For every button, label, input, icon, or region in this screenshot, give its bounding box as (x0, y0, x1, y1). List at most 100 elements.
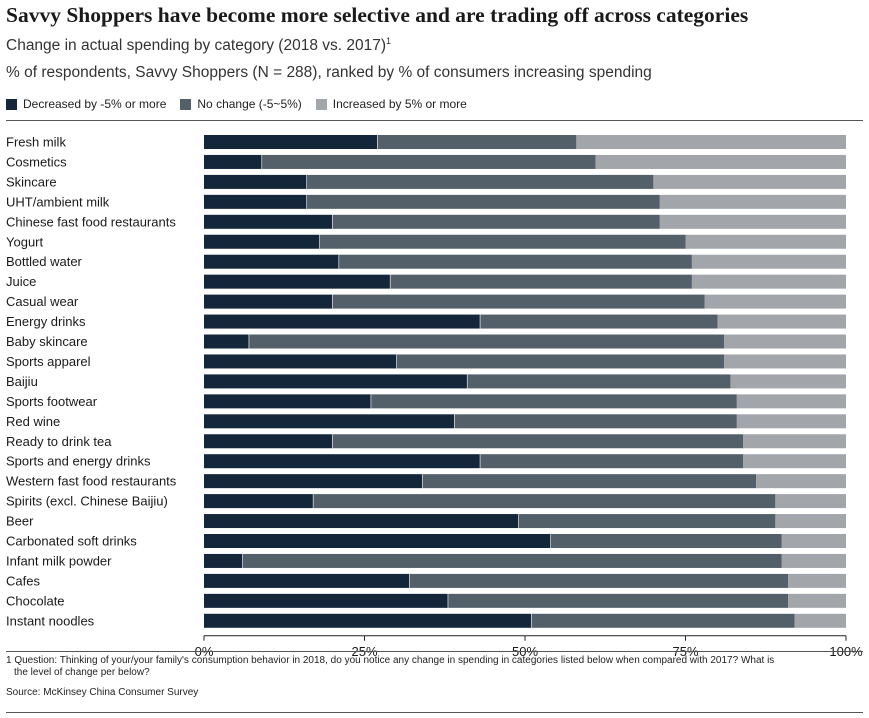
chart-subtitle-detail: % of respondents, Savvy Shoppers (N = 28… (6, 64, 652, 81)
bar-segment-red-wine-no-change (454, 414, 737, 429)
x-tick-label: 0% (195, 644, 214, 656)
bar-segment-beer-increased (775, 514, 846, 529)
bar-segment-instant-noodles-no-change (531, 613, 795, 628)
source-note: Source: McKinsey China Consumer Survey (6, 687, 199, 698)
bar-segment-instant-noodles-increased (794, 613, 846, 628)
bar-segment-western-fast-food-restaurants-decreased (204, 474, 423, 489)
bar-segment-bottled-water-increased (691, 254, 846, 269)
category-label-sports-and-energy-drinks: Sports and energy drinks (6, 454, 151, 469)
x-tick-label: 75% (672, 644, 698, 656)
bar-segment-skincare-increased (653, 174, 846, 189)
category-label-skincare: Skincare (6, 174, 57, 189)
category-label-carbonated-soft-drinks: Carbonated soft drinks (6, 534, 137, 549)
category-label-red-wine: Red wine (6, 414, 60, 429)
legend-label-no-change: No change (-5~5%) (197, 97, 302, 111)
bar-segment-carbonated-soft-drinks-increased (781, 534, 846, 548)
category-label-instant-noodles: Instant noodles (6, 613, 95, 628)
footnote: 1 Question: Thinking of your/your family… (6, 655, 841, 679)
category-label-chocolate: Chocolate (6, 593, 65, 608)
bar-segment-sports-and-energy-drinks-decreased (204, 454, 481, 469)
category-label-uht-ambient-milk: UHT/ambient milk (6, 194, 110, 209)
bar-segment-carbonated-soft-drinks-decreased (204, 534, 551, 548)
bar-segment-energy-drinks-decreased (204, 314, 481, 329)
category-label-ready-to-drink-tea: Ready to drink tea (6, 434, 112, 449)
bar-segment-cafes-increased (788, 573, 846, 588)
category-label-yogurt: Yogurt (6, 234, 43, 249)
bar-segment-casual-wear-increased (704, 294, 846, 309)
category-label-spirits-excl-chinese-baijiu: Spirits (excl. Chinese Baijiu) (6, 494, 168, 509)
bar-segment-infant-milk-powder-increased (781, 553, 846, 568)
category-label-energy-drinks: Energy drinks (6, 314, 86, 329)
legend-label-increased: Increased by 5% or more (332, 97, 467, 111)
bar-segment-sports-apparel-increased (724, 354, 846, 369)
bar-segment-cosmetics-no-change (261, 154, 596, 169)
bar-segment-fresh-milk-increased (576, 135, 846, 149)
chart-title: Savvy Shoppers have become more selectiv… (6, 3, 749, 27)
legend-divider (6, 120, 863, 121)
bar-segment-sports-apparel-decreased (204, 354, 397, 369)
legend-item-no-change: No change (-5~5%) (180, 97, 302, 111)
x-tick-label: 25% (351, 644, 377, 656)
category-label-baijiu: Baijiu (6, 374, 38, 389)
x-tick-label: 50% (512, 644, 538, 656)
bar-segment-energy-drinks-no-change (480, 314, 718, 329)
bar-segment-sports-footwear-decreased (204, 394, 371, 409)
bar-segment-baijiu-decreased (204, 374, 468, 389)
bar-segment-fresh-milk-no-change (377, 135, 577, 149)
bar-segment-bottled-water-decreased (204, 254, 339, 269)
bar-segment-chinese-fast-food-restaurants-no-change (332, 214, 660, 229)
bar-segment-carbonated-soft-drinks-no-change (550, 534, 782, 548)
category-label-sports-apparel: Sports apparel (6, 354, 91, 369)
bar-segment-yogurt-increased (685, 234, 846, 249)
bar-segment-chocolate-no-change (447, 593, 789, 608)
bar-segment-uht-ambient-milk-no-change (306, 194, 660, 209)
bar-segment-cafes-decreased (204, 573, 410, 588)
bar-segment-baijiu-no-change (467, 374, 731, 389)
bar-segment-fresh-milk-decreased (204, 135, 378, 149)
footnote-line-2: the level of change per below? (14, 667, 150, 678)
bar-segment-cosmetics-increased (595, 154, 846, 169)
bar-segment-beer-decreased (204, 514, 519, 529)
bar-segment-casual-wear-no-change (332, 294, 705, 309)
bar-segment-spirits-excl-chinese-baijiu-increased (775, 494, 846, 509)
bar-segment-spirits-excl-chinese-baijiu-decreased (204, 494, 314, 509)
bar-segment-baby-skincare-decreased (204, 334, 249, 349)
bar-segment-baby-skincare-increased (724, 334, 846, 349)
category-label-casual-wear: Casual wear (6, 294, 79, 309)
bar-segment-instant-noodles-decreased (204, 613, 532, 628)
bar-segment-sports-footwear-no-change (370, 394, 737, 409)
bar-segment-uht-ambient-milk-increased (659, 194, 846, 209)
bar-segment-skincare-decreased (204, 174, 307, 189)
category-label-infant-milk-powder: Infant milk powder (6, 553, 112, 568)
footnote-marker: 1 (386, 36, 392, 46)
bar-segment-baijiu-increased (730, 374, 846, 389)
bar-segment-infant-milk-powder-no-change (242, 553, 782, 568)
bar-segment-red-wine-decreased (204, 414, 455, 429)
bar-segment-chocolate-increased (788, 593, 846, 608)
bar-segment-baby-skincare-no-change (248, 334, 725, 349)
legend-label-decreased: Decreased by -5% or more (23, 97, 167, 111)
bar-segment-uht-ambient-milk-decreased (204, 194, 307, 209)
bar-segment-bottled-water-no-change (338, 254, 692, 269)
category-label-fresh-milk: Fresh milk (6, 135, 66, 150)
category-label-cosmetics: Cosmetics (6, 154, 67, 169)
bar-segment-ready-to-drink-tea-no-change (332, 434, 744, 449)
bar-segment-sports-footwear-increased (736, 394, 846, 409)
category-label-beer: Beer (6, 514, 34, 529)
category-label-cafes: Cafes (6, 573, 40, 588)
legend-item-increased: Increased by 5% or more (315, 97, 467, 111)
bar-segment-ready-to-drink-tea-decreased (204, 434, 333, 449)
bar-segment-ready-to-drink-tea-increased (743, 434, 846, 449)
bar-segment-western-fast-food-restaurants-increased (756, 474, 846, 489)
bar-segment-sports-and-energy-drinks-no-change (480, 454, 744, 469)
chart-legend: Decreased by -5% or more No change (-5~5… (6, 97, 481, 111)
bar-segment-juice-no-change (390, 274, 692, 289)
bar-segment-casual-wear-decreased (204, 294, 333, 309)
bar-segment-yogurt-no-change (319, 234, 686, 249)
stacked-bar-chart: Fresh milk Cosmetics Skincare UHT/ambient m… (6, 135, 863, 657)
bar-segment-cafes-no-change (409, 573, 789, 588)
category-label-chinese-fast-food-restaurants: Chinese fast food restaurants (6, 214, 176, 229)
category-label-baby-skincare: Baby skincare (6, 334, 88, 349)
bar-segment-chinese-fast-food-restaurants-decreased (204, 214, 333, 229)
bar-segment-sports-and-energy-drinks-increased (743, 454, 846, 469)
